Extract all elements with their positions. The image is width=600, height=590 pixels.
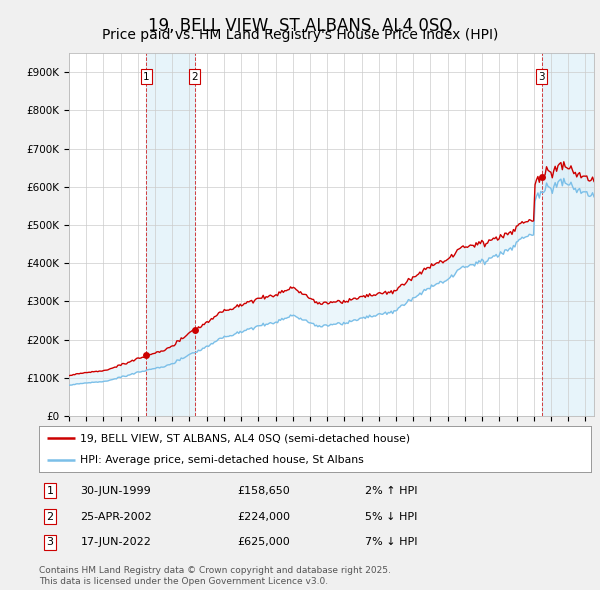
Text: 2: 2 — [46, 512, 53, 522]
Text: 7% ↓ HPI: 7% ↓ HPI — [365, 537, 417, 548]
Text: £158,650: £158,650 — [238, 486, 290, 496]
Text: 19, BELL VIEW, ST ALBANS, AL4 0SQ: 19, BELL VIEW, ST ALBANS, AL4 0SQ — [148, 17, 452, 35]
Text: 19, BELL VIEW, ST ALBANS, AL4 0SQ (semi-detached house): 19, BELL VIEW, ST ALBANS, AL4 0SQ (semi-… — [80, 434, 410, 444]
Text: 2% ↑ HPI: 2% ↑ HPI — [365, 486, 417, 496]
Text: Contains HM Land Registry data © Crown copyright and database right 2025.
This d: Contains HM Land Registry data © Crown c… — [39, 566, 391, 586]
Text: 2: 2 — [191, 72, 198, 81]
Text: £224,000: £224,000 — [238, 512, 291, 522]
Text: 1: 1 — [47, 486, 53, 496]
Text: 25-APR-2002: 25-APR-2002 — [80, 512, 152, 522]
Bar — [542, 53, 594, 416]
Text: 1: 1 — [143, 72, 149, 81]
Bar — [146, 53, 195, 416]
Text: 17-JUN-2022: 17-JUN-2022 — [80, 537, 151, 548]
Text: £625,000: £625,000 — [238, 537, 290, 548]
Text: 5% ↓ HPI: 5% ↓ HPI — [365, 512, 417, 522]
Text: 3: 3 — [47, 537, 53, 548]
Text: HPI: Average price, semi-detached house, St Albans: HPI: Average price, semi-detached house,… — [80, 454, 364, 464]
Text: Price paid vs. HM Land Registry's House Price Index (HPI): Price paid vs. HM Land Registry's House … — [102, 28, 498, 42]
Text: 3: 3 — [538, 72, 545, 81]
Text: 30-JUN-1999: 30-JUN-1999 — [80, 486, 151, 496]
